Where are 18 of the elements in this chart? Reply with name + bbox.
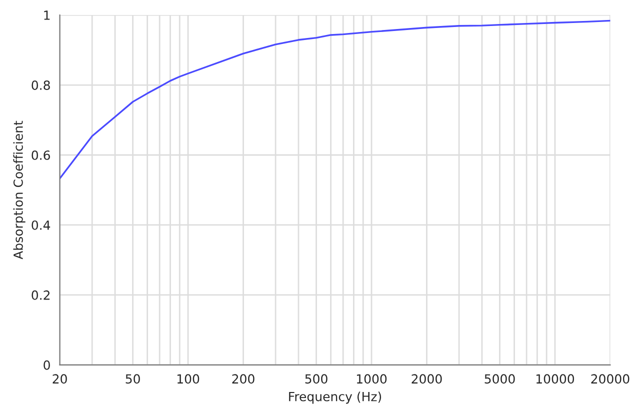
- x-tick-label: 5000: [484, 374, 515, 384]
- x-tick-label: 1000: [356, 374, 387, 384]
- x-tick-label: 100: [177, 374, 200, 384]
- y-tick-label: 1: [44, 10, 50, 20]
- x-tick-label: 10000: [536, 374, 574, 384]
- y-tick-label: 0.4: [32, 220, 50, 230]
- x-tick-label: 20: [52, 374, 67, 384]
- x-tick-label: 2000: [412, 374, 442, 384]
- x-tick-label: 200: [232, 374, 254, 384]
- x-tick-label: 500: [305, 374, 328, 384]
- y-axis-title: Absorption Coefficient: [13, 120, 26, 260]
- x-axis-title: Frequency (Hz): [289, 392, 382, 404]
- y-tick-label: 0.8: [32, 80, 50, 90]
- x-tick-label: 20000: [591, 374, 630, 384]
- x-tick-label: 50: [126, 374, 140, 384]
- y-tick-label: 0: [44, 360, 50, 370]
- y-tick-label: 0.2: [32, 290, 50, 300]
- y-tick-label: 0.6: [32, 150, 50, 160]
